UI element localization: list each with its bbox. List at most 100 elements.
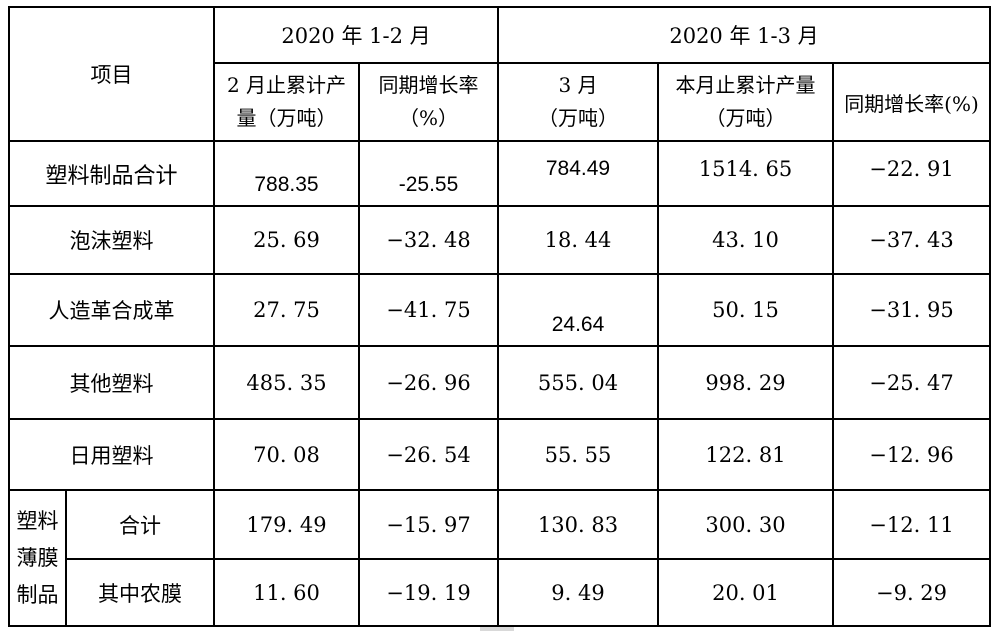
- cell-value: 11. 60: [253, 580, 320, 605]
- cell-value: −41. 75: [386, 298, 471, 322]
- cell-value: 300. 30: [705, 512, 786, 537]
- cell-month-cumulative: 20. 01: [657, 558, 834, 627]
- cell-feb-cumulative: 788.35: [213, 140, 360, 207]
- cell-growth-2: −12. 11: [832, 489, 991, 560]
- row-label: 其中农膜: [98, 581, 182, 606]
- cell-march: 9. 49: [497, 558, 659, 627]
- col-header-growth-rate-2: 同期增长率(%): [832, 62, 991, 142]
- cell-value: 43. 10: [712, 228, 779, 252]
- header-line: 本月止累计产量: [675, 73, 816, 97]
- cell-value: 9. 49: [551, 580, 605, 605]
- table-row-plastic-total: 塑料制品合计 788.35 -25.55 784.49 1514. 65 −22…: [8, 140, 991, 207]
- cell-value: −37. 43: [869, 228, 954, 252]
- row-label: 人造革合成革: [48, 299, 175, 323]
- cell-growth-2: −37. 43: [832, 205, 991, 275]
- row-label-plastic-total: 塑料制品合计: [8, 140, 215, 207]
- table-row-agricultural-film: 其中农膜 11. 60 −19. 19 9. 49 20. 01 −9. 29: [9, 558, 991, 627]
- period-jan-feb-header: 2020 年 1-2 月: [213, 6, 499, 64]
- row-label: 日用塑料: [69, 443, 154, 468]
- cell-value: 70. 08: [253, 442, 320, 467]
- cell-value: 179. 49: [246, 512, 327, 537]
- cell-growth-2: −12. 96: [832, 418, 991, 491]
- cell-growth-1: −15. 97: [358, 489, 499, 560]
- cell-value: 20. 01: [712, 580, 779, 605]
- cell-growth-2: −25. 47: [832, 345, 991, 420]
- cell-value: −25. 47: [869, 370, 954, 395]
- cell-value: 122. 81: [705, 442, 786, 467]
- cell-march: 18. 44: [497, 205, 659, 275]
- cell-value: 25. 69: [253, 228, 320, 252]
- cell-value: −31. 95: [869, 298, 954, 322]
- cell-feb-cumulative: 25. 69: [213, 205, 360, 275]
- header-line: 量（万吨）: [236, 106, 337, 130]
- cell-value: 1514. 65: [698, 156, 793, 181]
- cell-value: 998. 29: [705, 370, 786, 395]
- row-label: 其他塑料: [69, 371, 154, 396]
- cell-growth-1: −26. 96: [358, 345, 499, 420]
- col-header-month-cumulative-output: 本月止累计产量 （万吨）: [657, 62, 834, 142]
- row-label-synthetic-leather: 人造革合成革: [8, 273, 215, 347]
- group-label-line: 薄膜: [16, 545, 59, 570]
- cell-value: 18. 44: [544, 228, 612, 252]
- table-row-foam-plastic: 泡沫塑料 25. 69 −32. 48 18. 44 43. 10 −37. 4…: [8, 205, 991, 275]
- cell-month-cumulative: 300. 30: [657, 489, 834, 560]
- project-header-label: 项目: [90, 63, 133, 87]
- header-line: 3 月: [558, 73, 598, 97]
- col-header-feb-cumulative-output: 2 月止累计产 量（万吨）: [213, 62, 360, 142]
- cell-value: −26. 96: [386, 370, 471, 395]
- cell-growth-1: −32. 48: [358, 205, 499, 275]
- table-row-synthetic-leather: 人造革合成革 27. 75 −41. 75 24.64 50. 15 −31. …: [8, 273, 991, 347]
- header-line: （%）: [398, 106, 458, 130]
- col-header-growth-rate-1: 同期增长率 （%）: [358, 62, 499, 142]
- cell-value: −15. 97: [386, 512, 471, 537]
- header-row-measures: 2 月止累计产 量（万吨） 同期增长率 （%） 3 月 （万吨） 本月止累计产量…: [9, 62, 991, 142]
- row-label-film-total: 合计: [65, 489, 215, 560]
- cell-feb-cumulative: 27. 75: [213, 273, 360, 347]
- cell-value: 130. 83: [537, 512, 619, 537]
- header-line: 2 月止累计产: [226, 73, 347, 97]
- cell-growth-1: −41. 75: [358, 273, 499, 347]
- row-label-other-plastic: 其他塑料: [8, 345, 215, 420]
- cell-value: −9. 29: [875, 580, 948, 605]
- period-jan-feb-label: 2020 年 1-2 月: [281, 24, 431, 48]
- cell-value: -25.55: [398, 172, 459, 196]
- cell-march: 24.64: [497, 273, 659, 347]
- cell-value: 55. 55: [544, 442, 612, 467]
- cell-value: −12. 11: [869, 512, 954, 537]
- cell-march: 784.49: [497, 140, 659, 207]
- cell-value: 788.35: [254, 172, 319, 196]
- cell-march: 130. 83: [497, 489, 659, 560]
- cell-value: 485. 35: [246, 370, 327, 395]
- row-label-agricultural-film: 其中农膜: [65, 558, 215, 627]
- row-label-foam-plastic: 泡沫塑料: [8, 205, 215, 275]
- cell-month-cumulative: 50. 15: [657, 273, 834, 347]
- cell-month-cumulative: 122. 81: [657, 418, 834, 491]
- period-jan-mar-header: 2020 年 1-3 月: [497, 6, 991, 64]
- cropped-caption-artifact: [480, 627, 514, 631]
- cell-feb-cumulative: 485. 35: [213, 345, 360, 420]
- cell-value: 555. 04: [537, 370, 619, 395]
- cell-month-cumulative: 998. 29: [657, 345, 834, 420]
- cell-value: −19. 19: [386, 580, 471, 605]
- header-line: 同期增长率(%): [844, 91, 979, 116]
- group-label-line: 塑料: [16, 508, 59, 533]
- col-header-march-output: 3 月 （万吨）: [497, 62, 659, 142]
- cell-value: −12. 96: [869, 442, 954, 467]
- cell-value: −26. 54: [386, 442, 471, 467]
- header-line: （万吨）: [538, 106, 618, 130]
- cell-march: 55. 55: [497, 418, 659, 491]
- cell-value: 24.64: [551, 313, 605, 336]
- cell-feb-cumulative: 11. 60: [213, 558, 360, 627]
- project-column-header: 项目: [8, 6, 215, 142]
- table-row-daily-use-plastic: 日用塑料 70. 08 −26. 54 55. 55 122. 81 −12. …: [8, 418, 991, 491]
- row-group-label-plastic-film: 塑料 薄膜 制品: [8, 489, 67, 627]
- cell-growth-1: −26. 54: [358, 418, 499, 491]
- row-label: 合计: [119, 513, 161, 538]
- period-jan-mar-label: 2020 年 1-3 月: [669, 24, 819, 48]
- table-row-other-plastic: 其他塑料 485. 35 −26. 96 555. 04 998. 29 −25…: [8, 345, 991, 420]
- header-row-periods: 项目 2020 年 1-2 月 2020 年 1-3 月: [8, 6, 991, 142]
- cell-value: 27. 75: [253, 298, 320, 322]
- cell-feb-cumulative: 179. 49: [213, 489, 360, 560]
- table-row-film-total: 塑料 薄膜 制品 合计 179. 49 −15. 97 130. 83 300.…: [8, 489, 991, 627]
